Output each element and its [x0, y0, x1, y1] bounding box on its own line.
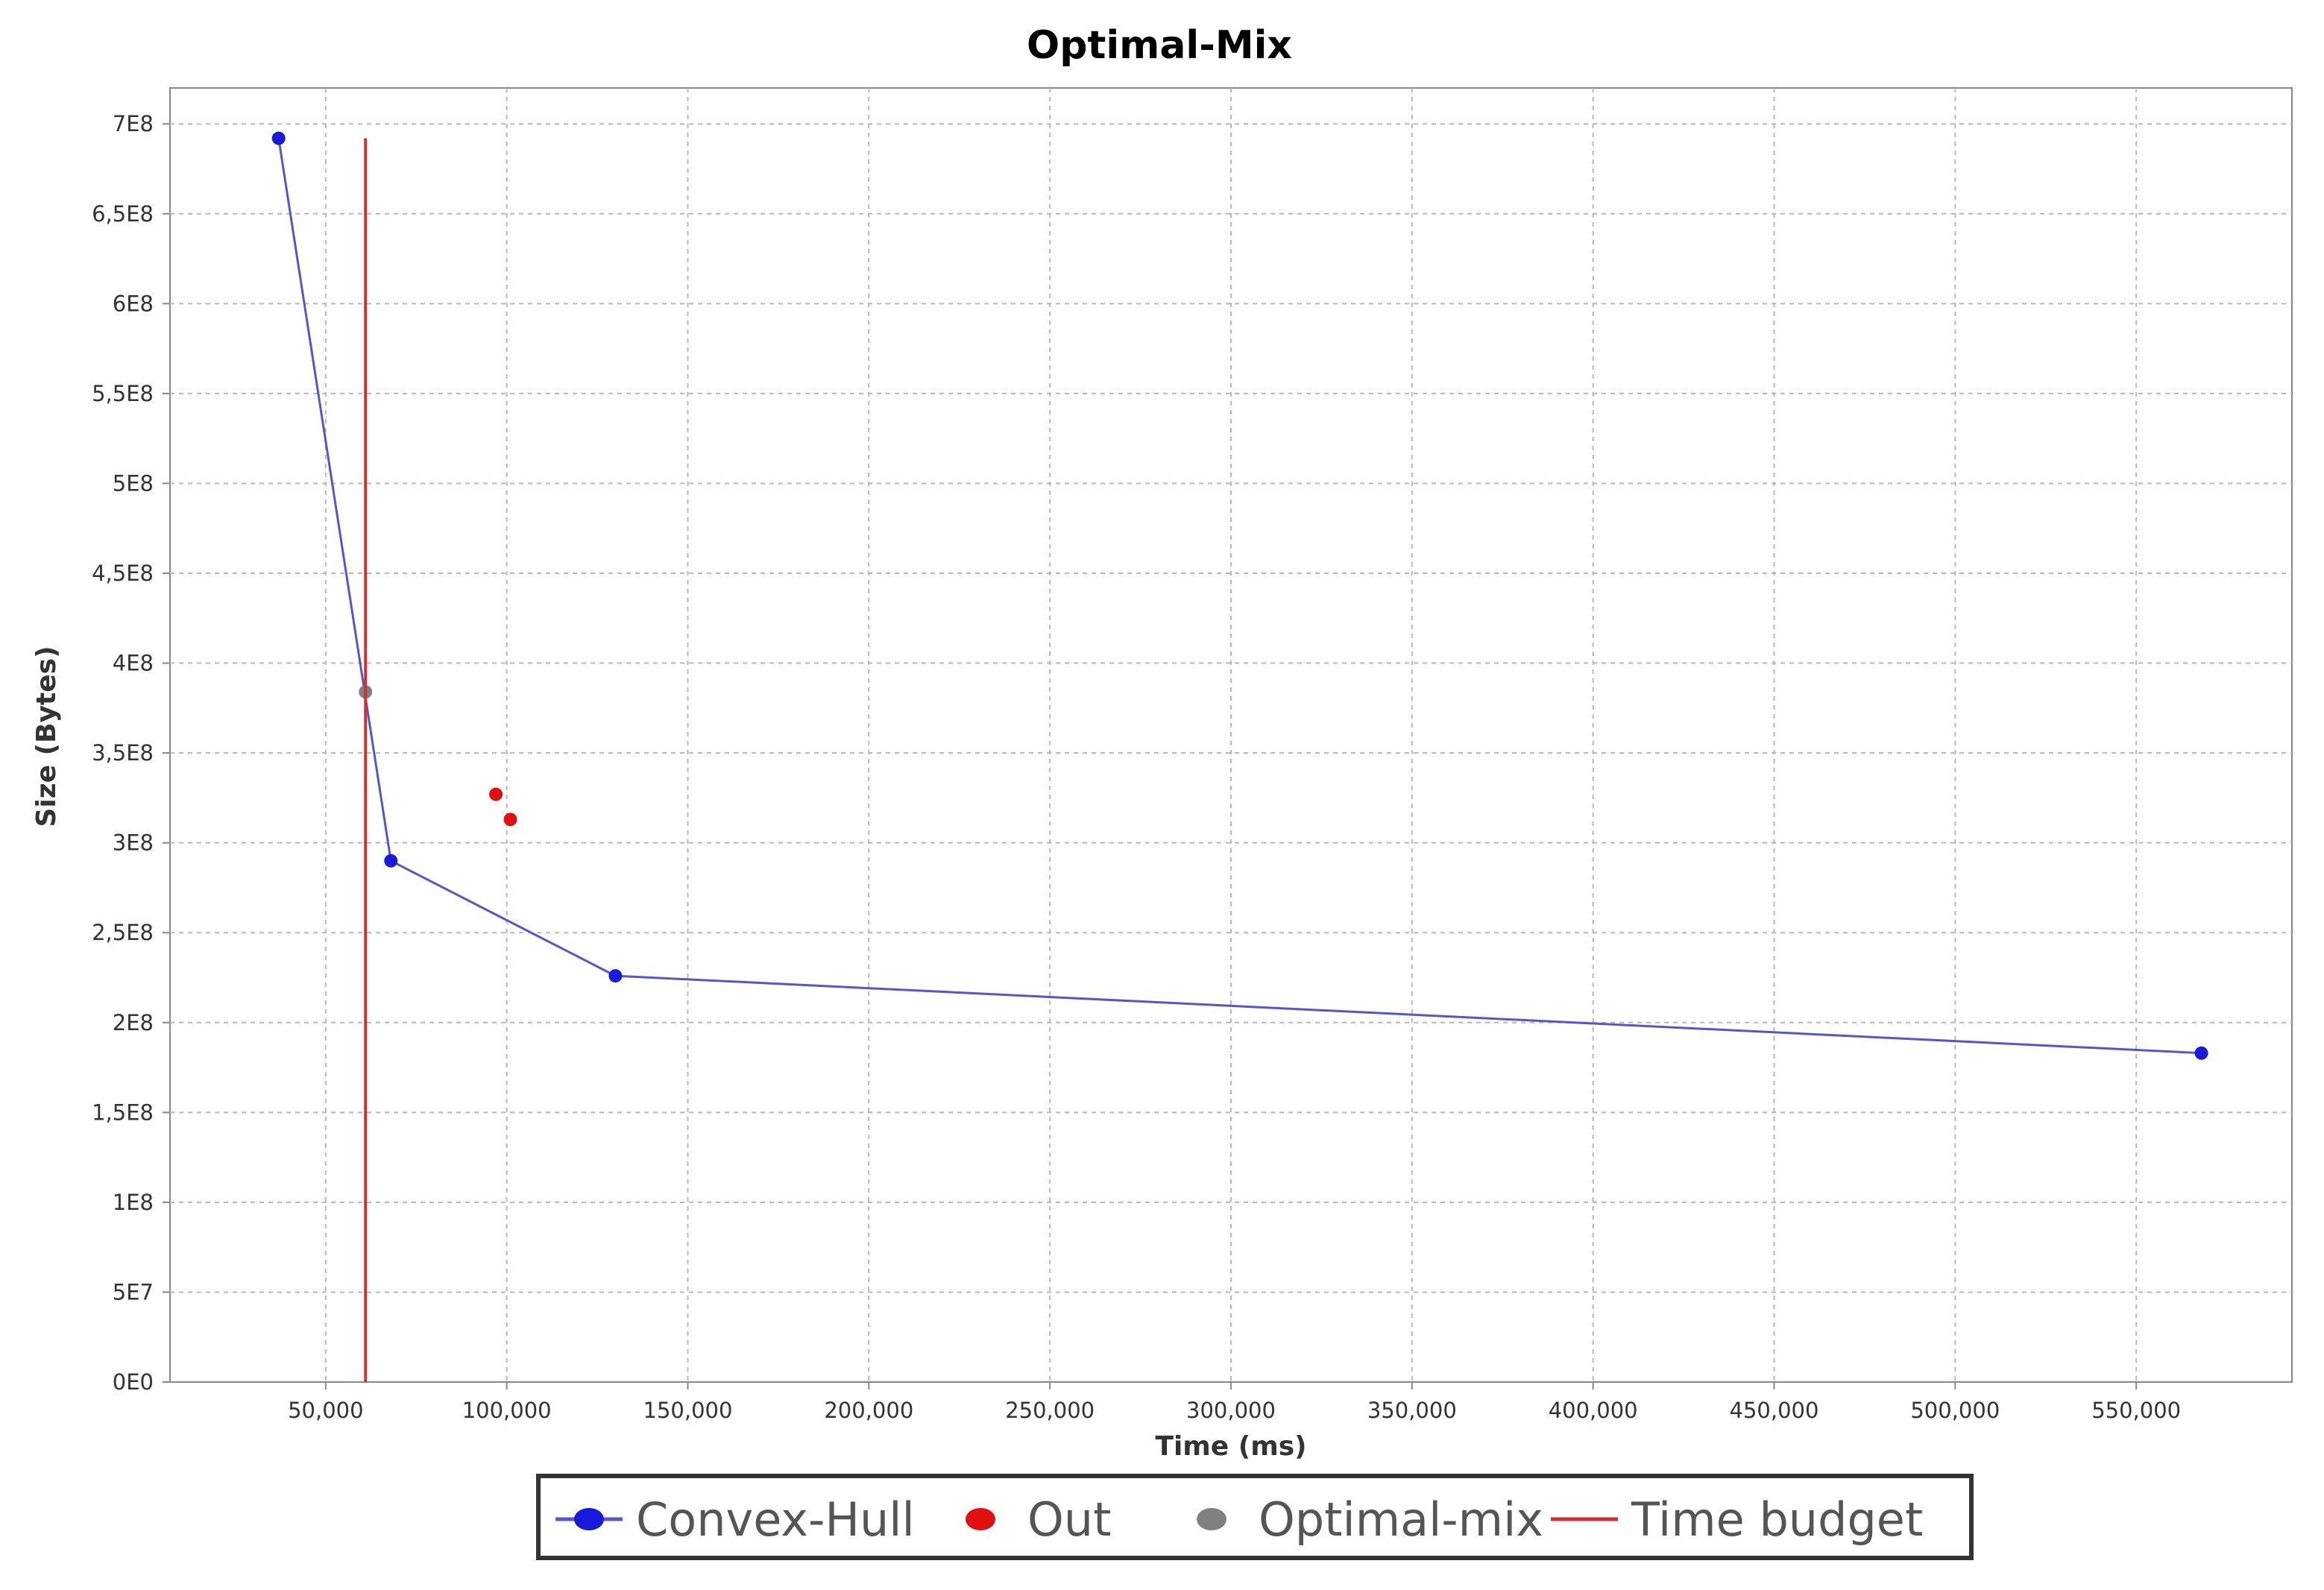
- legend-convex-hull-label: Convex-Hull: [636, 1492, 915, 1547]
- x-tick-label: 550,000: [2091, 1398, 2181, 1423]
- y-tick-label: 6E8: [113, 291, 154, 316]
- chart-title: Optimal-Mix: [1027, 23, 1292, 68]
- convex-hull-point: [2194, 1046, 2208, 1060]
- y-tick-label: 4,5E8: [92, 561, 154, 586]
- series-layer: [271, 131, 2208, 1382]
- y-tick-label: 2E8: [113, 1010, 154, 1035]
- legend: Convex-Hull Out Optimal-mix Time budget: [536, 1474, 1974, 1560]
- y-axis-label: Size (Bytes): [31, 646, 62, 827]
- x-tick-label: 200,000: [824, 1398, 913, 1423]
- convex-hull-point: [384, 854, 398, 868]
- x-tick-label: 500,000: [1910, 1398, 2000, 1423]
- out-point: [503, 813, 517, 827]
- y-tick-label: 6,5E8: [92, 201, 154, 227]
- y-tick-label: 5E7: [113, 1279, 154, 1305]
- y-tick-label: 0E0: [113, 1369, 154, 1395]
- y-tick-label: 5E8: [113, 470, 154, 496]
- out-point: [489, 787, 503, 801]
- x-axis-ticks: 50,000 100,000 150,000 200,000 250,000 300,00…: [288, 1382, 2181, 1423]
- y-tick-label: 3,5E8: [92, 740, 154, 766]
- grid: [170, 88, 2292, 1382]
- y-tick-label: 5,5E8: [92, 381, 154, 406]
- x-tick-label: 300,000: [1186, 1398, 1276, 1423]
- convex-hull-point: [608, 969, 623, 983]
- x-tick-label: 150,000: [643, 1398, 733, 1423]
- x-tick-label: 50,000: [288, 1398, 363, 1423]
- convex-hull-line: [277, 138, 2202, 1055]
- legend-box: [536, 1474, 1974, 1560]
- y-tick-label: 4E8: [113, 651, 154, 676]
- legend-optimal-mix-label: Optimal-mix: [1259, 1492, 1543, 1547]
- convex-hull-point: [271, 131, 286, 145]
- y-tick-label: 7E8: [113, 111, 154, 136]
- y-tick-label: 1E8: [113, 1190, 154, 1215]
- legend-time-budget-label: Time budget: [1631, 1492, 1923, 1547]
- y-tick-label: 2,5E8: [92, 920, 154, 945]
- x-tick-label: 400,000: [1549, 1398, 1638, 1423]
- x-tick-label: 350,000: [1367, 1398, 1457, 1423]
- legend-out-marker: [966, 1508, 995, 1530]
- y-axis-ticks: 0E0 5E7 1E8 1,5E8 2E8 2,5E8 3E8 3,5E8 4E8 4,5E8 5E…: [92, 111, 170, 1395]
- x-tick-label: 250,000: [1005, 1398, 1095, 1423]
- y-tick-label: 1,5E8: [92, 1100, 154, 1125]
- legend-out-label: Out: [1027, 1492, 1111, 1547]
- legend-convex-hull-marker: [574, 1508, 604, 1530]
- x-tick-label: 100,000: [462, 1398, 552, 1423]
- x-axis-label: Time (ms): [1155, 1431, 1306, 1462]
- x-tick-label: 450,000: [1730, 1398, 1819, 1423]
- legend-optimal-mix-marker: [1197, 1508, 1226, 1530]
- y-tick-label: 3E8: [113, 830, 154, 856]
